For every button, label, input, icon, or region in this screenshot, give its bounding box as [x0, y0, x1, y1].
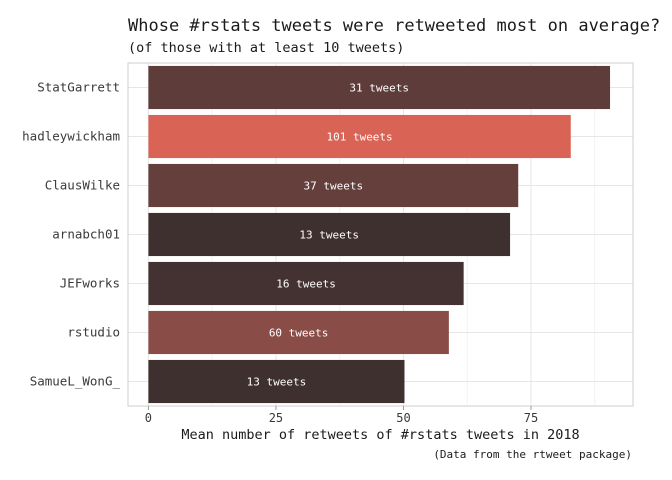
- x-tick-label: 0: [145, 411, 152, 425]
- bar-label-ClausWilke: 37 tweets: [304, 180, 364, 193]
- bar-JEFworks: [148, 261, 464, 306]
- category-label-SamueL_WonG_: SamueL_WonG_: [30, 374, 121, 389]
- category-label-ClausWilke: ClausWilke: [45, 178, 120, 193]
- bar-rstudio: [148, 310, 449, 355]
- bar-label-JEFworks: 16 tweets: [276, 278, 336, 291]
- bar-ClausWilke: [148, 163, 519, 208]
- chart-subtitle: (of those with at least 10 tweets): [128, 40, 404, 56]
- bar-label-rstudio: 60 tweets: [269, 327, 329, 340]
- chart-title: Whose #rstats tweets were retweeted most…: [128, 16, 660, 36]
- x-tick-label: 25: [269, 411, 283, 425]
- x-axis-title: Mean number of retweets of #rstats tweet…: [181, 427, 579, 443]
- category-label-arnabch01: arnabch01: [52, 227, 120, 242]
- category-label-rstudio: rstudio: [67, 325, 120, 340]
- x-tick-label: 75: [524, 411, 538, 425]
- bar-hadleywickham: [148, 114, 571, 159]
- bar-label-StatGarrett: 31 tweets: [349, 82, 409, 95]
- x-tick-label: 50: [396, 411, 410, 425]
- bar-label-hadleywickham: 101 tweets: [326, 131, 392, 144]
- category-label-JEFworks: JEFworks: [60, 276, 120, 291]
- category-labels: StatGarrett hadleywickham ClausWilke arnabc…: [22, 80, 120, 389]
- bar-SamueL_WonG_: [148, 359, 405, 404]
- plot-panel: [127, 62, 634, 407]
- category-label-hadleywickham: hadleywickham: [22, 129, 120, 144]
- bars-group: 31 tweets 101 tweets 37 tweets 13 tweets 16 …: [148, 65, 611, 404]
- bar-label-SamueL_WonG_: 13 tweets: [247, 376, 307, 389]
- bar-label-arnabch01: 13 tweets: [299, 229, 359, 242]
- category-label-StatGarrett: StatGarrett: [37, 80, 120, 95]
- bar-StatGarrett: [148, 65, 611, 110]
- bar-arnabch01: [148, 212, 511, 257]
- chart-caption: (Data from the rtweet package): [433, 448, 632, 461]
- x-axis-ticks: 0 25 50 75: [145, 406, 538, 425]
